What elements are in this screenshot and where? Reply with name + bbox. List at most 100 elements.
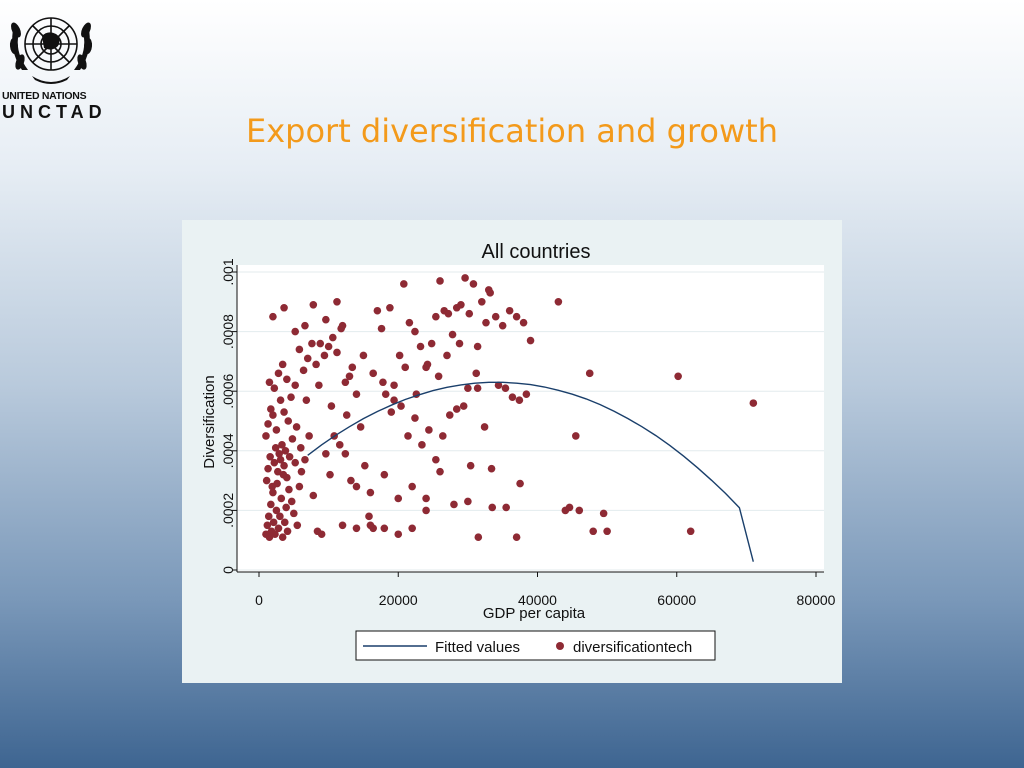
scatter-point [457, 300, 465, 309]
scatter-point [445, 411, 454, 419]
scatter-points [262, 274, 758, 542]
scatter-point [341, 449, 350, 458]
scatter-point [322, 449, 330, 458]
y-axis-ticks: 0 .0002 .0004 .0006 .0008 .001 [220, 258, 237, 574]
scatter-point [272, 506, 281, 515]
scatter-point [273, 467, 282, 476]
scatter-point [329, 333, 337, 342]
scatter-point [515, 396, 524, 404]
scatter-point [290, 509, 298, 518]
scatter-point [585, 369, 594, 378]
legend-label-points: diversificationtech [573, 639, 692, 656]
legend-label-fitted: Fitted values [435, 639, 520, 656]
scatter-point [295, 482, 304, 491]
scatter-point [324, 342, 333, 351]
scatter-point [291, 381, 300, 390]
scatter-point [427, 339, 436, 348]
chart-title: All countries [482, 241, 591, 263]
scatter-point [282, 503, 290, 512]
scatter-point [299, 366, 308, 375]
scatter-point [365, 512, 373, 521]
scatter-point [408, 524, 416, 533]
scatter-point [262, 432, 270, 440]
scatter-point [341, 378, 350, 387]
scatter-point [283, 527, 292, 536]
org-name: UNITED NATIONS [2, 90, 87, 102]
scatter-point [603, 527, 611, 536]
scatter-point [448, 330, 457, 339]
scatter-point [554, 298, 563, 306]
scatter-point [264, 464, 272, 473]
scatter-point [292, 423, 301, 431]
scatter-point [749, 399, 758, 407]
scatter-point [296, 444, 305, 452]
scatter-point [326, 470, 334, 479]
scatter-point [422, 494, 430, 503]
scatter-point [309, 300, 318, 309]
scatter-point [432, 455, 440, 464]
scatter-point [269, 518, 278, 527]
scatter-point [308, 339, 316, 348]
scatter-point [480, 423, 489, 431]
scatter-point [443, 351, 451, 360]
scatter-point [268, 482, 277, 491]
scatter-point [269, 411, 277, 419]
scatter-point [263, 521, 272, 530]
scatter-point [302, 396, 311, 404]
scatter-point [439, 432, 447, 440]
scatter-point [335, 441, 344, 449]
scatter-point [347, 476, 355, 485]
scatter-point [474, 533, 483, 542]
y-axis-label: Diversification [201, 375, 218, 468]
y-tick-label: .0008 [220, 314, 236, 349]
scatter-point [418, 441, 426, 449]
scatter-point [379, 378, 387, 387]
scatter-point [285, 452, 294, 461]
scatter-point [322, 315, 330, 324]
scatter-point [278, 533, 287, 542]
scatter-point [267, 500, 275, 509]
scatter-point [488, 503, 497, 512]
scatter-point [264, 420, 272, 428]
scatter-point [283, 473, 291, 482]
scatter-point [482, 318, 490, 327]
scatter-point [686, 527, 695, 536]
scatter-point [271, 444, 280, 452]
scatter-point [317, 530, 326, 539]
scatter-point [432, 312, 440, 321]
scatter-point [327, 402, 336, 410]
scatter-point [395, 351, 404, 360]
scatter-point [512, 312, 521, 321]
scatter-point [505, 306, 514, 315]
scatter-point [272, 426, 281, 434]
x-tick-label: 20000 [379, 592, 418, 608]
scatter-point [283, 375, 291, 384]
scatter-point [472, 369, 481, 378]
scatter-point [473, 384, 482, 393]
slide-title: Export diversification and growth [245, 112, 778, 150]
scatter-point [276, 455, 285, 464]
scatter-point [366, 521, 375, 530]
scatter-point [522, 390, 531, 398]
scatter-point [469, 280, 478, 288]
scatter-point [491, 312, 500, 321]
scatter-point [502, 503, 510, 512]
scatter-point [316, 339, 325, 348]
scatter-point [333, 348, 341, 357]
scatter-point [400, 280, 408, 288]
scatter-point [276, 512, 284, 521]
scatter-point [519, 318, 528, 327]
scatter-point [408, 482, 416, 491]
scatter-point [394, 530, 403, 539]
scatter-point [366, 488, 375, 497]
scatter-point [373, 306, 382, 315]
scatter-point [422, 506, 430, 515]
x-axis-label: GDP per capita [483, 605, 586, 622]
scatter-point [280, 518, 289, 527]
scatter-point [309, 491, 318, 500]
scatter-point [450, 500, 458, 509]
scatter-point [287, 393, 295, 401]
scatter-point [276, 396, 285, 404]
scatter-point [280, 408, 288, 416]
scatter-point [297, 467, 306, 476]
